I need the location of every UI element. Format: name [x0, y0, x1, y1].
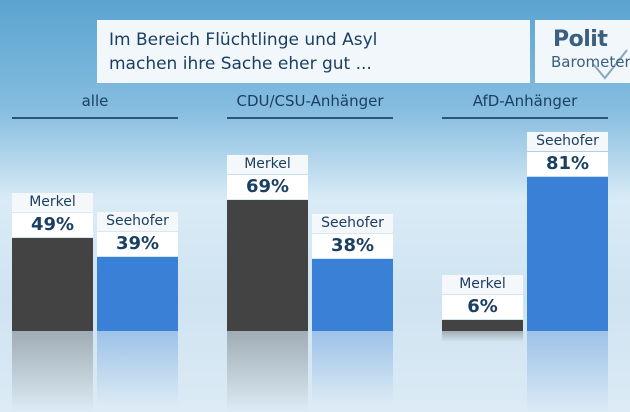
data-label-value: 38% [312, 234, 393, 258]
bar-seehofer [312, 259, 393, 331]
bar-reflection [227, 331, 308, 412]
title-box: Im Bereich Flüchtlinge und Asyl machen i… [97, 20, 530, 83]
bar-merkel [12, 238, 93, 331]
checkmark-icon [592, 49, 628, 80]
data-label-value: 6% [442, 295, 523, 319]
logo-text-bottom: Barometer [551, 53, 630, 71]
bar-seehofer [97, 257, 178, 331]
title-line-1: Im Bereich Flüchtlinge und Asyl [109, 30, 378, 50]
group-underline [442, 117, 608, 119]
politbarometer-logo: Polit Barometer [535, 20, 630, 83]
logo-text-top: Polit [553, 27, 608, 52]
bar-merkel [442, 320, 523, 331]
bar-reflection [97, 331, 178, 405]
bar-reflection [12, 331, 93, 412]
bar-merkel [227, 200, 308, 331]
data-label-value: 39% [97, 232, 178, 256]
group-underline [227, 117, 393, 119]
data-label-name: Merkel [227, 155, 308, 174]
data-label-value: 49% [12, 213, 93, 237]
data-label-name: Seehofer [97, 212, 178, 231]
bar-reflection [312, 331, 393, 403]
data-label-value: 69% [227, 175, 308, 199]
data-label-name: Merkel [12, 193, 93, 212]
bar-reflection [527, 331, 608, 412]
group-label: CDU/CSU-Anhänger [236, 92, 384, 110]
data-label-name: Seehofer [312, 214, 393, 233]
bar-seehofer [527, 177, 608, 331]
bar-reflection [442, 331, 523, 342]
title-line-2: machen ihre Sache eher gut ... [109, 54, 372, 74]
data-label-name: Merkel [442, 275, 523, 294]
data-label-value: 81% [527, 152, 608, 176]
data-label-name: Seehofer [527, 132, 608, 151]
group-underline [12, 117, 178, 119]
group-label: AfD-Anhänger [472, 92, 578, 110]
group-label: alle [81, 92, 109, 110]
